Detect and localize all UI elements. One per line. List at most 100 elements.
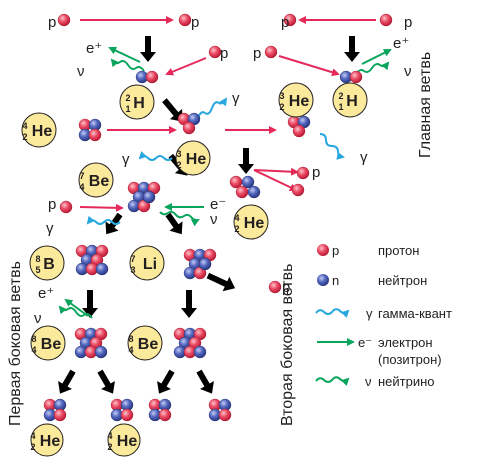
legend-electron-symbol: e⁻: [358, 335, 372, 350]
flow-arrow: [344, 36, 360, 62]
nuclide-badge-he4: 42 He: [107, 423, 141, 457]
badge-mass-number: 4: [22, 121, 27, 131]
badge-circle: [127, 325, 163, 361]
badge-symbol: H: [133, 95, 145, 112]
nuclide-badge-he4: 42 He: [30, 423, 64, 457]
helium4-cluster: [43, 398, 67, 422]
label-proton: p: [48, 196, 56, 213]
legend-positron-label: (позитрон): [378, 352, 442, 367]
legend-proton-ball: [317, 244, 329, 256]
proton-ball: [208, 45, 222, 59]
proton-ball: [291, 183, 305, 197]
badge-charge-number: 2: [22, 132, 27, 142]
proton-ball: [158, 408, 172, 422]
neutrino-wave: [110, 58, 145, 72]
badge-circle: [30, 325, 66, 361]
neutron-ball: [142, 190, 156, 204]
flow-arrow: [157, 369, 175, 394]
badge-symbol: H: [346, 93, 358, 110]
badge-symbol: He: [117, 433, 138, 450]
gamma-waves: [86, 97, 350, 319]
nuclide-badge-be7: 74 Be: [78, 162, 114, 198]
badge-mass-number: 2: [338, 91, 343, 101]
neutron-ball: [198, 257, 212, 271]
badge-mass-number: 7: [79, 171, 84, 181]
helium3-cluster: [287, 115, 311, 138]
proton-ball: [57, 13, 71, 27]
legend-neutron-symbol: n: [332, 273, 339, 288]
label-gamma: γ: [360, 149, 368, 166]
label-positron: e⁺: [393, 35, 409, 52]
badge-circle: [30, 423, 64, 457]
label-first-side-branch: Первая боковая ветвь: [7, 261, 24, 426]
badge-circle: [78, 162, 114, 198]
label-proton: p: [404, 14, 412, 31]
legend-neutrino-symbol: ν: [365, 374, 372, 389]
legend: p протон n нейтрон γ гамма-квант e⁻ элек…: [317, 243, 452, 389]
badge-circle: [129, 245, 165, 281]
badge-circle: [119, 84, 155, 120]
legend-neutrino-label: нейтрино: [378, 374, 435, 389]
label-second-side-branch: Вторая боковая ветвь: [279, 264, 296, 426]
proton-ball: [349, 70, 363, 84]
badge-circle: [29, 245, 65, 281]
neutron-ball: [193, 345, 207, 359]
label-proton: p: [191, 14, 199, 31]
badge-charge-number: 2: [30, 442, 35, 452]
badge-circle: [332, 82, 368, 118]
badge-circle: [278, 82, 314, 118]
label-proton: p: [220, 45, 228, 62]
label-positron: e⁺: [38, 285, 54, 302]
flow-arrow: [105, 212, 123, 235]
deuteron-cluster: [135, 70, 159, 84]
badge-mass-number: 8: [128, 334, 133, 344]
flow-arrow: [58, 369, 76, 394]
badge-charge-number: 4: [31, 345, 36, 355]
proton-arrow: [253, 169, 298, 192]
proton-ball: [264, 45, 278, 59]
flow-arrow: [196, 369, 214, 394]
label-proton: p: [281, 14, 289, 31]
neutrino-wave: [355, 61, 390, 75]
neutrino-waves: [58, 58, 390, 387]
badge-circle: [175, 140, 211, 176]
badge-symbol: Li: [143, 256, 157, 273]
badge-charge-number: 1: [125, 104, 130, 114]
label-neutrino: ν: [34, 310, 42, 327]
helium4-cluster: [148, 398, 172, 422]
electron-arrows: [64, 46, 392, 346]
label-neutrino: ν: [77, 63, 85, 80]
badge-circle: [107, 423, 141, 457]
legend-gamma-wave: [315, 308, 350, 319]
particles: [43, 13, 393, 422]
proton-ball: [218, 408, 232, 422]
badge-charge-number: 2: [107, 442, 112, 452]
badge-mass-number: 7: [130, 254, 135, 264]
badge-mass-number: 8: [31, 334, 36, 344]
nuclide-badge-h2: 21 H: [332, 82, 368, 118]
nuclide-badge-be8: 84 Be: [30, 325, 66, 361]
label-proton: p: [48, 14, 56, 31]
helium3-cluster: [177, 112, 201, 135]
badge-charge-number: 2: [279, 102, 284, 112]
legend-proton-symbol: p: [332, 243, 339, 258]
label-gamma: γ: [46, 220, 54, 237]
helium4-cluster: [78, 118, 102, 142]
nuclide-badge-he3: 32 He: [175, 140, 211, 176]
badge-mass-number: 3: [176, 149, 181, 159]
neutron-ball: [95, 262, 109, 276]
legend-neutron-label: нейтрон: [378, 273, 427, 288]
badge-mass-number: 4: [107, 431, 112, 441]
lithium7-cluster: [183, 248, 217, 280]
flow-arrow: [97, 369, 115, 394]
neutron-ball: [94, 345, 108, 359]
gamma-wave: [86, 215, 121, 225]
label-proton: p: [253, 45, 261, 62]
reaction-arrows: [79, 16, 376, 212]
badge-mass-number: 3: [279, 91, 284, 101]
proton-ball: [292, 124, 306, 138]
badge-charge-number: 2: [176, 160, 181, 170]
helium4-cluster: [208, 398, 232, 422]
badge-charge-number: 4: [128, 345, 133, 355]
